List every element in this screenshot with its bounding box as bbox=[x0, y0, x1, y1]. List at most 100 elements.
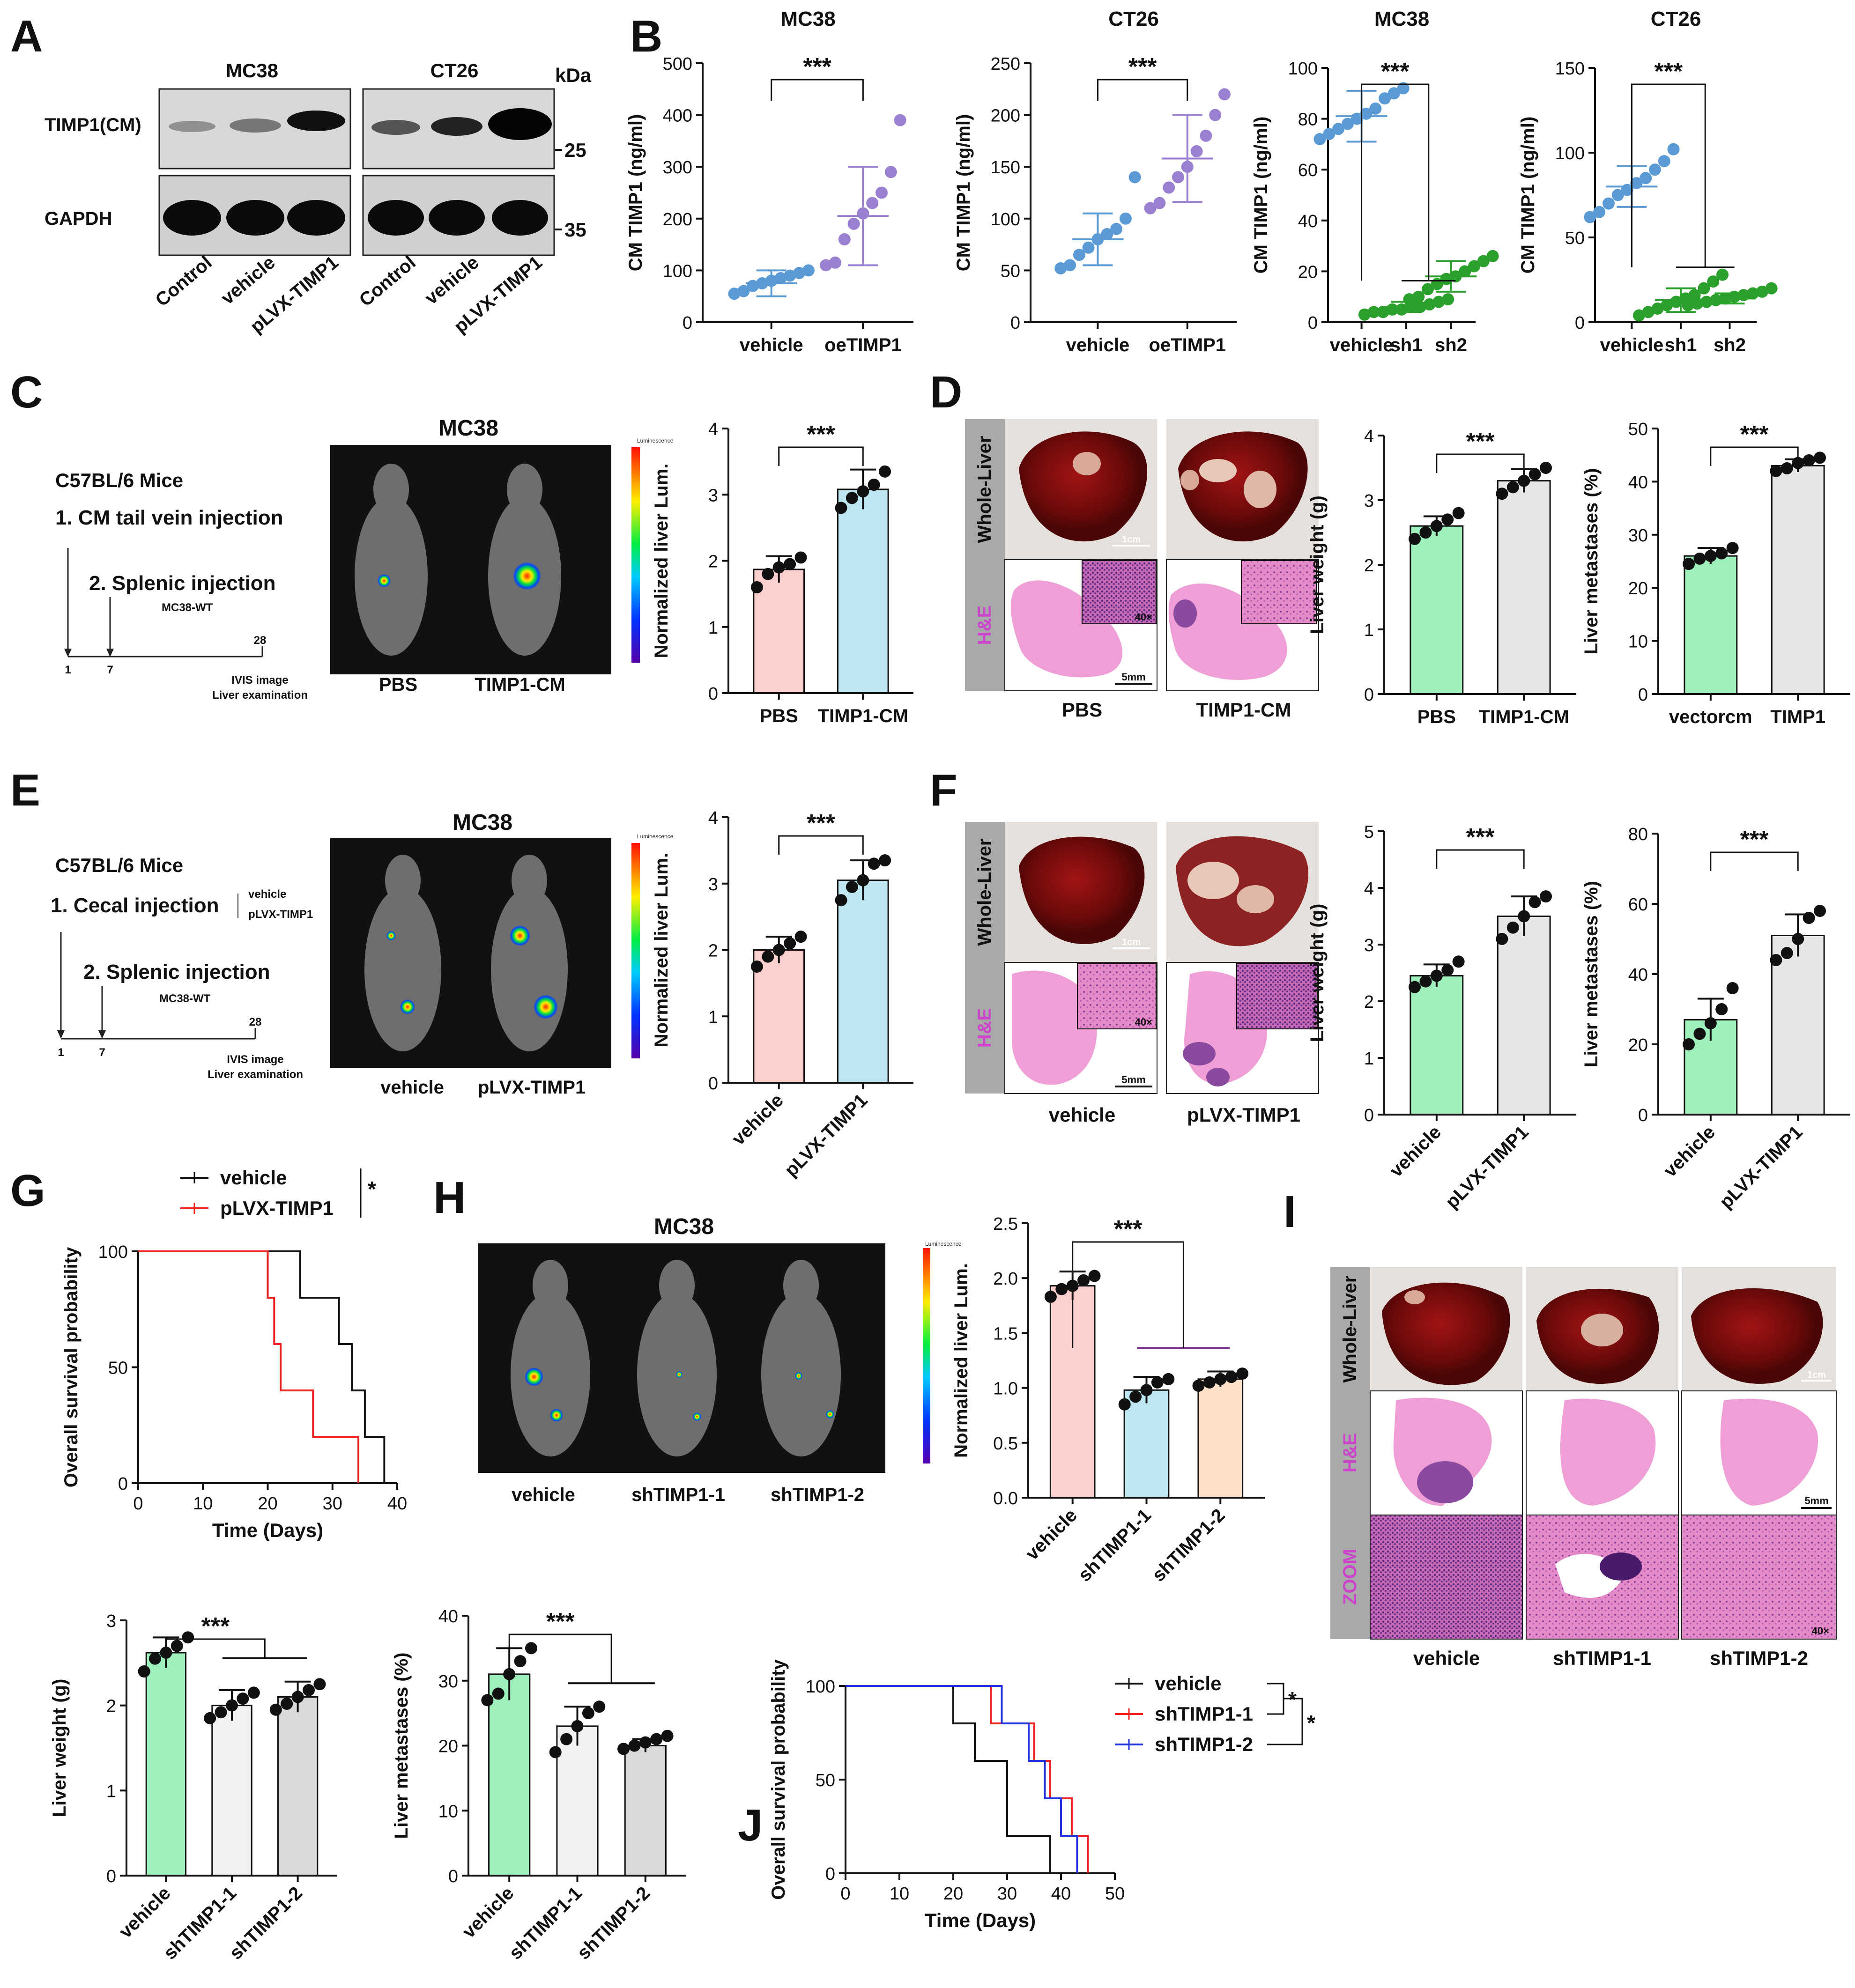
data-point bbox=[1419, 975, 1432, 988]
data-point bbox=[1704, 550, 1717, 562]
lum-signal bbox=[795, 1372, 802, 1380]
legend-label: pLVX-TIMP1 bbox=[220, 1197, 334, 1219]
y-tick-label: 80 bbox=[1628, 825, 1648, 844]
significance-bracket bbox=[778, 835, 864, 855]
data-point bbox=[1506, 481, 1519, 494]
data-point bbox=[571, 1720, 584, 1732]
data-point bbox=[1442, 293, 1454, 306]
scale-label: 5mm bbox=[1121, 671, 1145, 683]
y-axis-label: Liver weight (g) bbox=[49, 1679, 70, 1818]
data-point bbox=[1518, 474, 1530, 487]
y-tick-label: 40 bbox=[1628, 473, 1648, 492]
data-point bbox=[1403, 293, 1416, 306]
data-point bbox=[1332, 123, 1345, 135]
bar bbox=[624, 1745, 667, 1877]
row-label-bg bbox=[965, 560, 1005, 691]
x-tick-label: 40 bbox=[1051, 1884, 1071, 1904]
data-point bbox=[1088, 1270, 1101, 1282]
ivis-group-label: vehicle bbox=[380, 1077, 444, 1098]
y-tick-label: 400 bbox=[663, 106, 692, 126]
data-point bbox=[884, 166, 897, 178]
survival-curve bbox=[846, 1685, 1051, 1873]
y-tick-label: 60 bbox=[1628, 895, 1648, 915]
row-label-whole-liver: Whole-Liver bbox=[974, 839, 995, 946]
data-point bbox=[1803, 912, 1815, 924]
lum-signal bbox=[378, 574, 391, 587]
he-section bbox=[1010, 580, 1123, 678]
data-point bbox=[1214, 1373, 1227, 1385]
liver-photo bbox=[1691, 1288, 1823, 1384]
data-point bbox=[1200, 129, 1212, 142]
ivis-panel-h: MC38 Luminescence vehicle shTIMP1-1 shTI… bbox=[478, 1214, 962, 1505]
row-label-he: H&E bbox=[1340, 1433, 1360, 1472]
data-point bbox=[281, 1698, 293, 1710]
chart-f2: 0 20 40 60 80 Liver metastases (%) vehiclepLVX… bbox=[1581, 825, 1850, 1212]
x-tick-label: PBS bbox=[1417, 707, 1456, 727]
chart-g: 0 50 100 Overall survival probability 0 10 20 3… bbox=[61, 1167, 407, 1541]
x-tick-label: shTIMP1-1 bbox=[505, 1883, 586, 1964]
ivis-group-label: PBS bbox=[379, 674, 417, 695]
data-point bbox=[1496, 488, 1508, 500]
data-point bbox=[1468, 260, 1480, 273]
x-tick-label: vehicle bbox=[740, 335, 803, 355]
data-point bbox=[1642, 306, 1655, 318]
data-point bbox=[1225, 1371, 1238, 1383]
x-tick-label: 20 bbox=[258, 1494, 277, 1514]
histology-panel-f: Whole-Liver H&E 1cm 40× 5mm vehicle pLVX… bbox=[965, 822, 1319, 1126]
data-point bbox=[793, 266, 806, 279]
y-tick-label: 5 bbox=[1364, 822, 1374, 842]
y-tick-label: 3 bbox=[1364, 491, 1374, 511]
tumor-cluster bbox=[1600, 1552, 1642, 1581]
data-point bbox=[1441, 513, 1454, 526]
significance-bracket bbox=[1710, 446, 1799, 466]
data-point bbox=[1054, 262, 1067, 274]
lum-signal bbox=[676, 1371, 683, 1378]
data-point bbox=[1118, 1398, 1131, 1411]
magnification-label: 40× bbox=[1135, 1016, 1152, 1028]
lum-colorbar bbox=[923, 1248, 930, 1463]
y-tick-label: 4 bbox=[1364, 427, 1374, 446]
x-tick-label: shTIMP1-2 bbox=[1148, 1505, 1229, 1586]
significance-bracket bbox=[1436, 849, 1525, 869]
data-point bbox=[1101, 228, 1113, 240]
blot-row-gapdh: GAPDH bbox=[45, 208, 112, 229]
y-axis-label: Overall survival probability bbox=[768, 1659, 789, 1899]
panel-letter-i: I bbox=[1284, 1187, 1296, 1237]
data-point bbox=[1693, 552, 1706, 565]
y-tick-label: 300 bbox=[663, 158, 692, 177]
y-tick-label: 40 bbox=[1628, 965, 1648, 985]
zoom-image bbox=[1681, 1515, 1837, 1640]
y-tick-label: 40 bbox=[1298, 212, 1318, 231]
data-point bbox=[1698, 282, 1710, 295]
bar bbox=[277, 1696, 319, 1877]
bar bbox=[1410, 975, 1464, 1116]
data-point bbox=[1792, 933, 1804, 945]
y-tick-label: 1 bbox=[708, 1007, 718, 1027]
y-tick-label: 4 bbox=[708, 808, 718, 828]
histo-group-label: PBS bbox=[1062, 699, 1102, 721]
y-tick-label: 200 bbox=[663, 210, 692, 229]
bar bbox=[556, 1725, 599, 1877]
y-tick-label: 0 bbox=[1575, 313, 1585, 333]
y-tick-label: 2 bbox=[1364, 992, 1374, 1012]
data-point bbox=[1341, 118, 1354, 130]
tumor-region bbox=[1417, 1461, 1473, 1503]
timeline-cell: MC38-WT bbox=[159, 992, 211, 1005]
x-tick-label: 10 bbox=[890, 1884, 909, 1904]
histo-group-label: vehicle bbox=[1413, 1647, 1480, 1669]
lum-scale-label: Luminescence bbox=[637, 437, 674, 444]
y-tick-label: 250 bbox=[991, 54, 1020, 74]
significance-bracket bbox=[165, 1638, 266, 1658]
band bbox=[429, 200, 485, 236]
he-inset bbox=[1077, 963, 1157, 1029]
data-point bbox=[829, 256, 841, 269]
x-tick-label: vehicle bbox=[1660, 1122, 1719, 1181]
timeline-step2: 2. Splenic injection bbox=[89, 572, 276, 595]
scale-label: 1cm bbox=[1807, 1370, 1826, 1380]
band bbox=[230, 118, 281, 133]
x-tick-label: 0 bbox=[840, 1884, 850, 1904]
liver-photo bbox=[1178, 431, 1308, 542]
chart-d1: 0 1 2 3 4 Liver weight (g) PBS TIMP1-CM *** bbox=[1307, 427, 1576, 727]
